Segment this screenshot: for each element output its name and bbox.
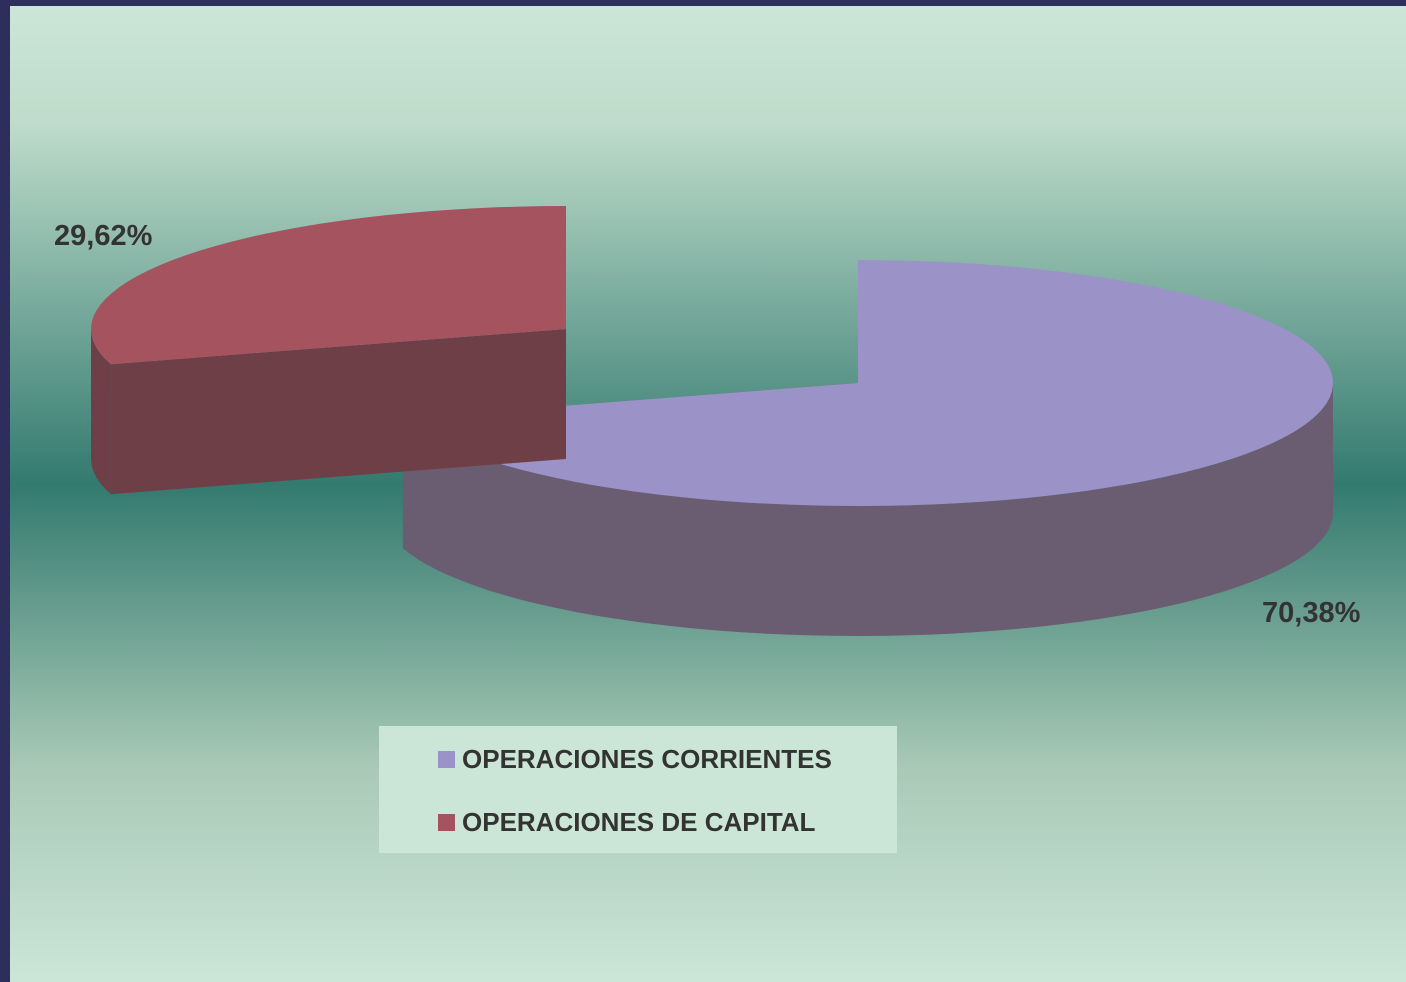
pie-slices (91, 206, 1333, 636)
pie-slice-capital (91, 206, 567, 495)
pie-chart: 29,62% 70,38% OPERACIONES CORRIENTES OPE… (10, 6, 1406, 982)
legend-label-corrientes: OPERACIONES CORRIENTES (462, 744, 832, 774)
slice-outer-wall-corrientes (402, 383, 1333, 636)
slice-outer-wall-capital (91, 329, 111, 495)
legend-box (379, 726, 897, 853)
legend: OPERACIONES CORRIENTES OPERACIONES DE CA… (379, 726, 897, 853)
slice-top-corrientes (402, 260, 1333, 506)
slice-cut-face-capital-0 (110, 329, 567, 495)
legend-swatch-corrientes (438, 751, 455, 768)
legend-swatch-capital (438, 814, 455, 831)
slice-top-capital (91, 206, 566, 365)
legend-label-capital: OPERACIONES DE CAPITAL (462, 807, 816, 837)
data-label-capital: 29,62% (54, 220, 153, 252)
data-label-corrientes: 70,38% (1262, 597, 1361, 629)
chart-area: 29,62% 70,38% OPERACIONES CORRIENTES OPE… (10, 6, 1406, 982)
